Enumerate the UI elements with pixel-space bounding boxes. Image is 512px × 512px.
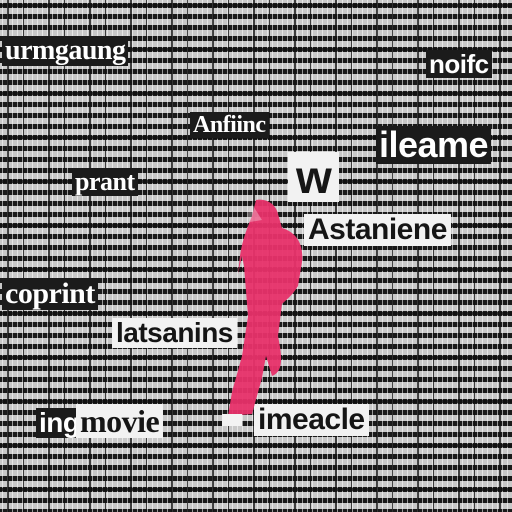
word-anfiinc: Anfiinc (190, 112, 269, 138)
word-movie: movie (76, 404, 164, 438)
word-noifc: noifc (426, 50, 492, 78)
word-imeacle: imeacle (254, 404, 369, 436)
word-coprint: coprint (2, 278, 98, 310)
word-ing: ing (36, 408, 83, 438)
word-urmgaung: urmgaung (2, 36, 129, 66)
word-latsanins: latsanins (112, 318, 237, 348)
word-astaniene: Astaniene (304, 214, 451, 246)
pink-figure (212, 196, 312, 436)
word-prant: prant (72, 168, 138, 196)
pink-figure-illustration (222, 199, 303, 426)
word-ileame: ileame (376, 126, 492, 164)
word-w: w (288, 152, 340, 202)
